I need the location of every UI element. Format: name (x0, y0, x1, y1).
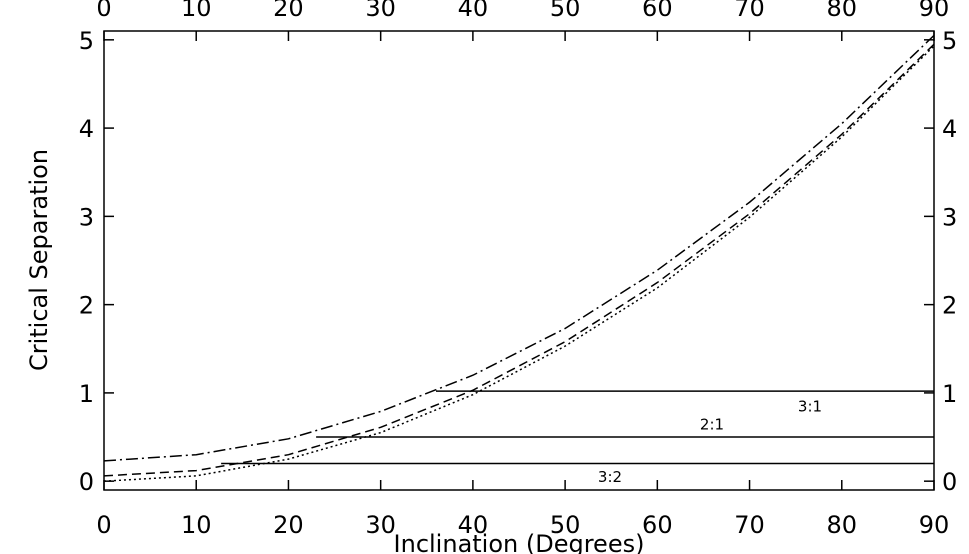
y-tick-label-right: 0 (942, 468, 957, 496)
x-tick-label-top: 20 (273, 0, 304, 22)
curve (103, 34, 935, 462)
x-tick-label-top: 90 (919, 0, 950, 22)
x-tick-label: 30 (365, 511, 396, 539)
x-tick-label-top: 10 (181, 0, 212, 22)
y-tick-label: 0 (79, 468, 94, 496)
x-tick-label: 10 (181, 511, 212, 539)
x-tick-label: 50 (550, 511, 581, 539)
resonance-label: 2:1 (700, 416, 724, 434)
x-tick-label-top: 70 (734, 0, 765, 22)
y-tick-label-right: 1 (942, 380, 957, 408)
y-tick-label: 5 (79, 27, 94, 55)
y-tick-label: 1 (79, 380, 94, 408)
x-tick-label: 80 (827, 511, 858, 539)
x-tick-label-top: 40 (458, 0, 489, 22)
y-tick-label: 3 (79, 203, 94, 231)
x-tick-label: 20 (273, 511, 304, 539)
resonance-label: 3:2 (598, 468, 622, 486)
x-tick-label: 90 (919, 511, 950, 539)
y-tick-label: 2 (79, 292, 94, 320)
x-tick-label: 60 (642, 511, 673, 539)
curve (103, 43, 935, 477)
x-tick-label-top: 80 (827, 0, 858, 22)
x-tick-label-top: 0 (96, 0, 111, 22)
x-tick-label: 0 (96, 511, 111, 539)
x-tick-label-top: 60 (642, 0, 673, 22)
y-tick-label-right: 5 (942, 27, 957, 55)
x-tick-label: 70 (734, 511, 765, 539)
plot-frame (103, 30, 935, 491)
x-tick-label: 40 (458, 511, 489, 539)
x-tick-label-top: 50 (550, 0, 581, 22)
y-tick-label-right: 4 (942, 115, 957, 143)
y-axis-label: Critical Separation (25, 149, 53, 371)
y-tick-label: 4 (79, 115, 94, 143)
x-tick-label-top: 30 (365, 0, 396, 22)
y-tick-label-right: 3 (942, 203, 957, 231)
y-tick-label-right: 2 (942, 292, 957, 320)
resonance-label: 3:1 (798, 398, 822, 416)
curve (103, 45, 935, 482)
x-axis-label: Inclination (Degrees) (394, 530, 645, 554)
